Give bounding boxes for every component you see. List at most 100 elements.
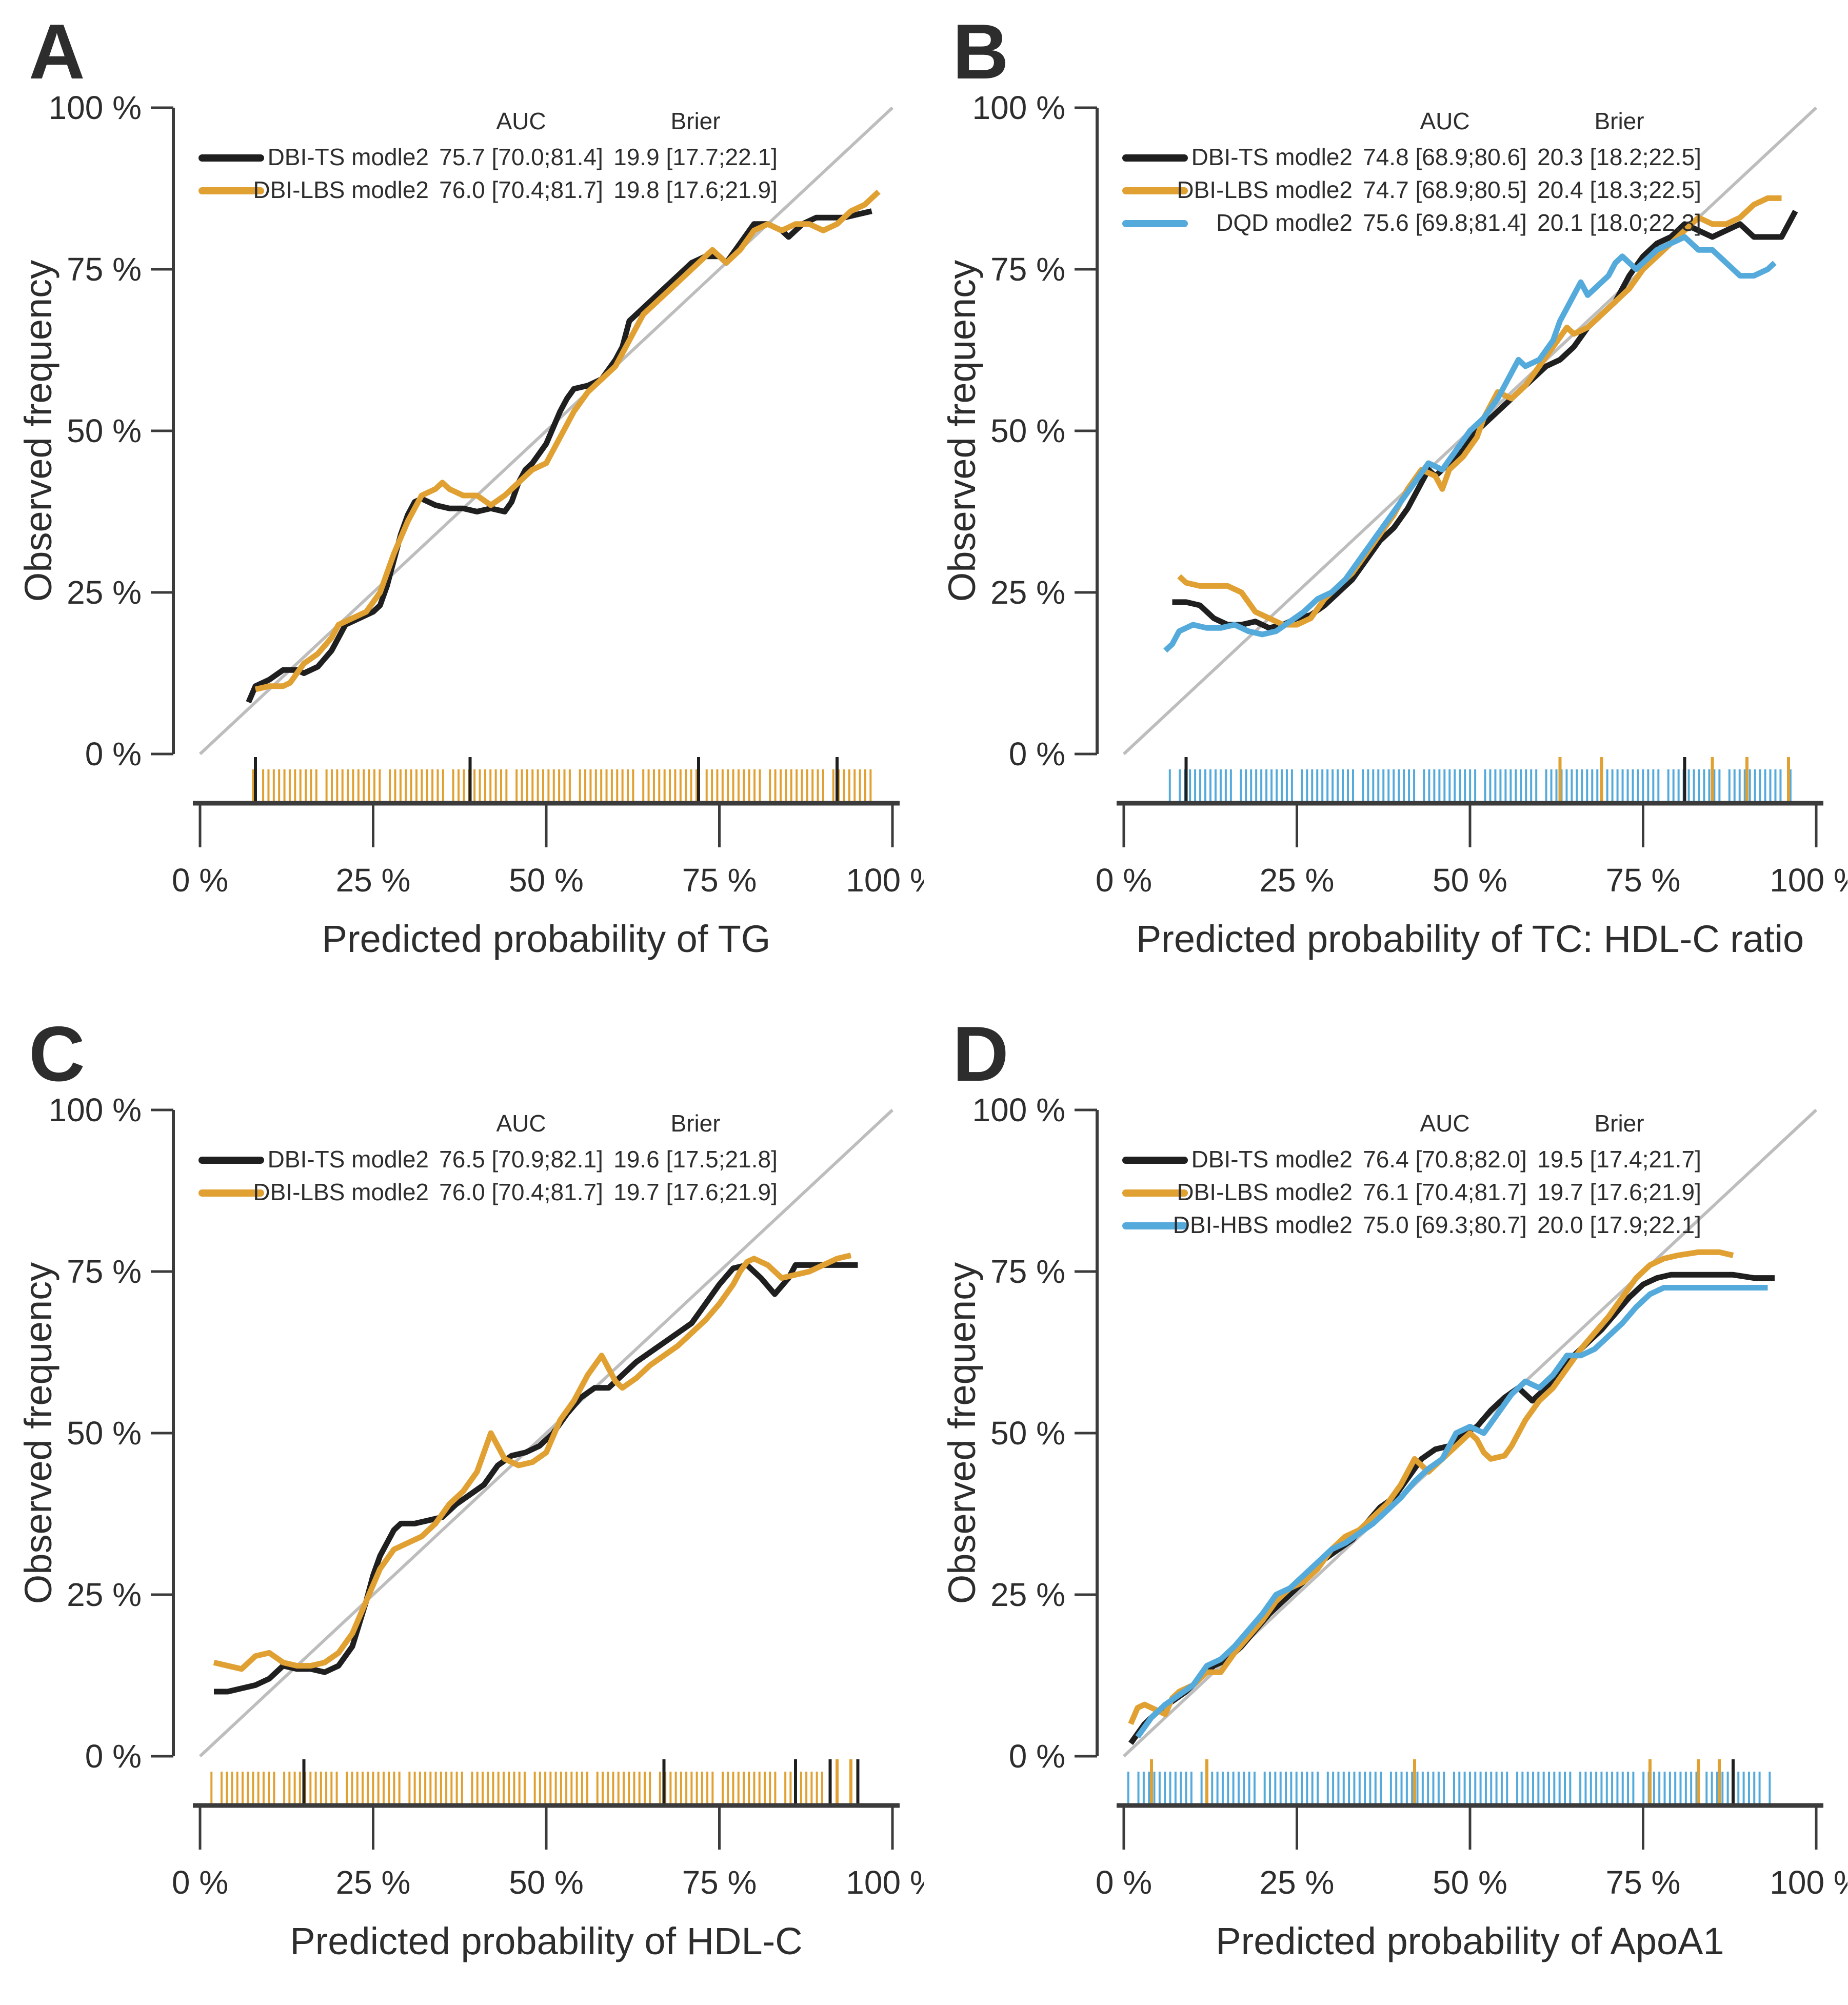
legend-brier-value: 20.4 [18.3;22.5]	[1537, 176, 1701, 203]
legend-series-name: DBI-TS modle2	[268, 144, 429, 170]
legend-header-brier: Brier	[1594, 1110, 1644, 1137]
x-tick-label: 75 %	[682, 1864, 757, 1901]
legend-series-name: DQD modle2	[1216, 209, 1353, 236]
legend-brier-value: 19.5 [17.4;21.7]	[1537, 1146, 1701, 1173]
legend-auc-value: 75.6 [69.8;81.4]	[1363, 209, 1527, 236]
y-tick-label: 0 %	[1009, 1738, 1065, 1775]
y-tick-label: 100 %	[972, 1091, 1065, 1128]
legend: AUC Brier DBI-TS modle2 76.4 [70.8;82.0] 19.…	[1122, 1110, 1701, 1238]
legend-auc-value: 76.0 [70.4;81.7]	[439, 176, 603, 203]
legend-auc-value: 74.7 [68.9;80.5]	[1363, 176, 1527, 203]
y-tick-label: 100 %	[972, 89, 1065, 126]
legend: AUC Brier DBI-TS modle2 75.7 [70.0;81.4] 19.…	[198, 108, 778, 203]
legend-auc-value: 76.0 [70.4;81.7]	[439, 1179, 603, 1205]
legend-brier-value: 19.6 [17.5;21.8]	[613, 1146, 778, 1173]
y-axis-title: Observed frequency	[17, 1262, 59, 1604]
panel-letter-b: B	[952, 8, 1010, 95]
panel-A: A 0 % 25 % 50 % 75 % 100 % Observed frequency…	[0, 0, 924, 1002]
legend-series-name: DBI-TS modle2	[1191, 1146, 1353, 1173]
legend-header-auc: AUC	[496, 1110, 546, 1137]
y-tick-label: 50 %	[990, 1415, 1065, 1452]
y-tick-label: 50 %	[67, 1415, 142, 1452]
calibration-curve-orange	[254, 189, 881, 692]
x-tick-label: 75 %	[1606, 1864, 1681, 1901]
calibration-curve-black	[214, 1262, 858, 1695]
panel-letter-c: C	[29, 1010, 87, 1098]
legend-series-name: DBI-TS modle2	[1191, 144, 1353, 170]
chart-host-b: 0 % 25 % 50 % 75 % 100 % Observed frequency 0 …	[924, 0, 1848, 1002]
legend-brier-value: 20.3 [18.2;22.5]	[1537, 144, 1701, 170]
x-tick-label: 0 %	[1096, 862, 1152, 899]
legend-brier-value: 19.7 [17.6;21.9]	[613, 1179, 778, 1205]
y-tick-label: 75 %	[67, 1253, 142, 1290]
legend-series-name: DBI-LBS modle2	[253, 1179, 429, 1205]
panel-D: D 0 % 25 % 50 % 75 % 100 % Observed frequency…	[924, 1002, 1848, 2005]
legend-brier-value: 20.0 [17.9;22.1]	[1537, 1212, 1701, 1238]
panel-C: C 0 % 25 % 50 % 75 % 100 % Observed frequency…	[0, 1002, 924, 2005]
rug-plot	[210, 1759, 860, 1804]
chart-host-a: 0 % 25 % 50 % 75 % 100 % Observed frequency 0 …	[0, 0, 924, 1002]
x-tick-label: 0 %	[1096, 1864, 1152, 1901]
y-tick-label: 0 %	[85, 1738, 142, 1775]
legend-series-name: DBI-LBS modle2	[253, 176, 429, 203]
y-axis-title: Observed frequency	[941, 260, 983, 602]
y-tick-label: 0 %	[1009, 736, 1065, 772]
x-axis-title: Predicted probability of HDL-C	[290, 1920, 802, 1962]
x-tick-label: 50 %	[1433, 862, 1507, 899]
legend-series-name: DBI-HBS modle2	[1173, 1212, 1353, 1238]
panel-letter-a: A	[29, 8, 87, 95]
x-tick-label: 25 %	[1260, 1864, 1335, 1901]
calibration-curve-black	[246, 208, 872, 704]
y-axis-title: Observed frequency	[941, 1262, 983, 1604]
x-tick-label: 0 %	[172, 1864, 228, 1901]
x-tick-label: 50 %	[1433, 1864, 1507, 1901]
rug-plot	[1127, 1759, 1771, 1804]
rug-plot	[252, 757, 872, 802]
legend-series-name: DBI-LBS modle2	[1177, 176, 1353, 203]
legend-brier-value: 19.8 [17.6;21.9]	[613, 176, 778, 203]
calibration-curve-orange	[1128, 1249, 1734, 1725]
legend-header-auc: AUC	[1420, 108, 1469, 134]
x-axis-title: Predicted probability of TG	[322, 918, 771, 960]
rug-plot	[1168, 757, 1792, 802]
x-tick-label: 75 %	[1606, 862, 1681, 899]
x-tick-label: 0 %	[172, 862, 228, 899]
y-tick-label: 75 %	[990, 1253, 1065, 1290]
calibration-plot-B: 0 % 25 % 50 % 75 % 100 % Observed frequency 0 …	[941, 89, 1848, 960]
y-tick-label: 50 %	[67, 412, 142, 449]
y-tick-label: 25 %	[990, 574, 1065, 611]
panel-B: B 0 % 25 % 50 % 75 % 100 % Observed frequency…	[924, 0, 1848, 1002]
x-tick-label: 100 %	[1770, 1864, 1847, 1901]
calibration-plot-D: 0 % 25 % 50 % 75 % 100 % Observed frequency 0 …	[941, 1091, 1848, 1962]
calibration-curve-orange	[213, 1253, 852, 1672]
calibration-curve-blue	[1135, 1285, 1768, 1739]
x-axis-title: Predicted probability of TC: HDL-C ratio	[1136, 918, 1804, 960]
y-tick-label: 75 %	[67, 251, 142, 288]
y-tick-label: 0 %	[85, 736, 142, 772]
x-tick-label: 100 %	[846, 1864, 924, 1901]
chart-host-c: 0 % 25 % 50 % 75 % 100 % Observed frequency 0 …	[0, 1002, 924, 2005]
legend-auc-value: 75.7 [70.0;81.4]	[439, 144, 603, 170]
legend-header-brier: Brier	[670, 1110, 720, 1137]
x-tick-label: 100 %	[846, 862, 924, 899]
legend-brier-value: 19.7 [17.6;21.9]	[1537, 1179, 1701, 1205]
x-tick-label: 50 %	[509, 1864, 584, 1901]
legend-brier-value: 19.9 [17.7;22.1]	[613, 144, 778, 170]
y-tick-label: 100 %	[49, 89, 142, 126]
legend-brier-value: 20.1 [18.0;22.3]	[1537, 209, 1701, 236]
y-tick-label: 25 %	[67, 574, 142, 611]
y-tick-label: 50 %	[990, 412, 1065, 449]
legend: AUC Brier DBI-TS modle2 74.8 [68.9;80.6] 20.…	[1122, 108, 1701, 236]
x-tick-label: 25 %	[1260, 862, 1335, 899]
calibration-plot-C: 0 % 25 % 50 % 75 % 100 % Observed frequency 0 …	[17, 1091, 924, 1962]
chart-host-d: 0 % 25 % 50 % 75 % 100 % Observed frequency 0 …	[924, 1002, 1848, 2005]
legend-auc-value: 74.8 [68.9;80.6]	[1363, 144, 1527, 170]
legend: AUC Brier DBI-TS modle2 76.5 [70.9;82.1] 19.…	[198, 1110, 778, 1205]
panel-letter-d: D	[952, 1010, 1010, 1098]
calibration-plot-A: 0 % 25 % 50 % 75 % 100 % Observed frequency 0 …	[17, 89, 924, 960]
y-tick-label: 100 %	[49, 1091, 142, 1128]
x-tick-label: 25 %	[336, 1864, 411, 1901]
legend-auc-value: 75.0 [69.3;80.7]	[1363, 1212, 1527, 1238]
legend-auc-value: 76.1 [70.4;81.7]	[1363, 1179, 1527, 1205]
